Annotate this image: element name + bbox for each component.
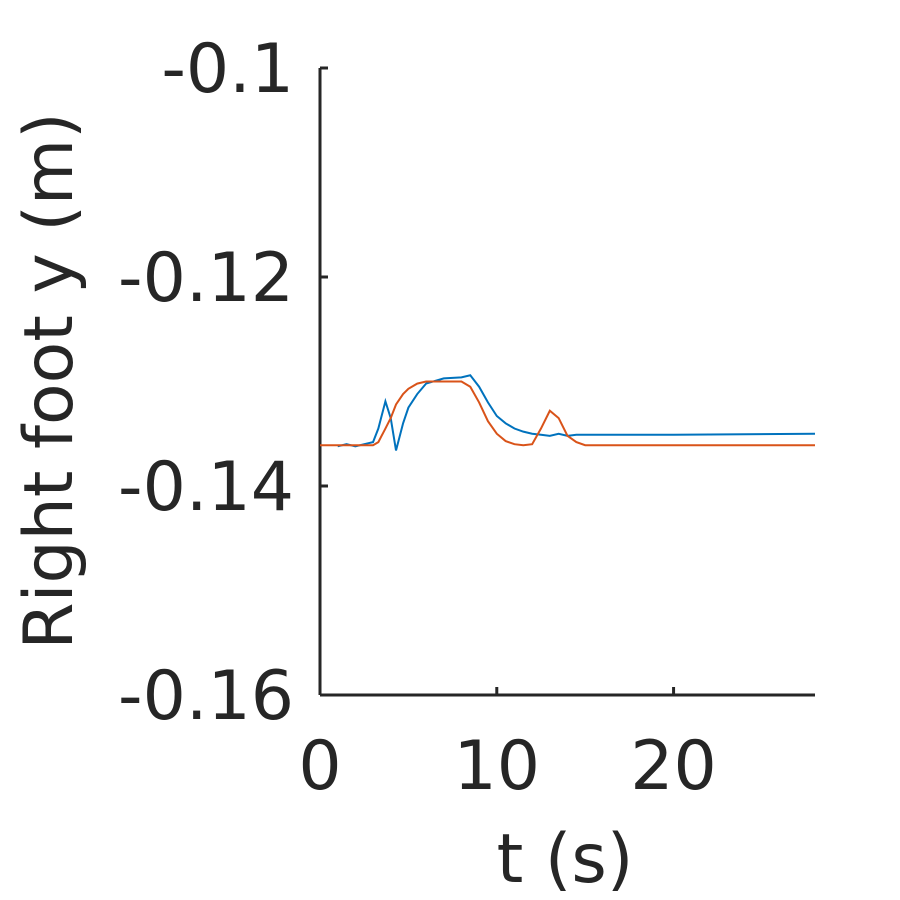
x-tick-label: 10 [454, 727, 541, 806]
y-tick-label: -0.16 [118, 657, 294, 736]
x-tick-label: 20 [630, 727, 717, 806]
y-tick-label: -0.1 [161, 30, 294, 109]
y-tick-label: -0.14 [118, 448, 294, 527]
y-axis-label: Right foot y (m) [10, 112, 89, 649]
x-axis-label: t (s) [497, 820, 634, 899]
series-line [320, 380, 815, 447]
series-line [337, 374, 816, 451]
y-tick-label: -0.12 [118, 239, 294, 318]
x-tick-label: 0 [298, 727, 341, 806]
